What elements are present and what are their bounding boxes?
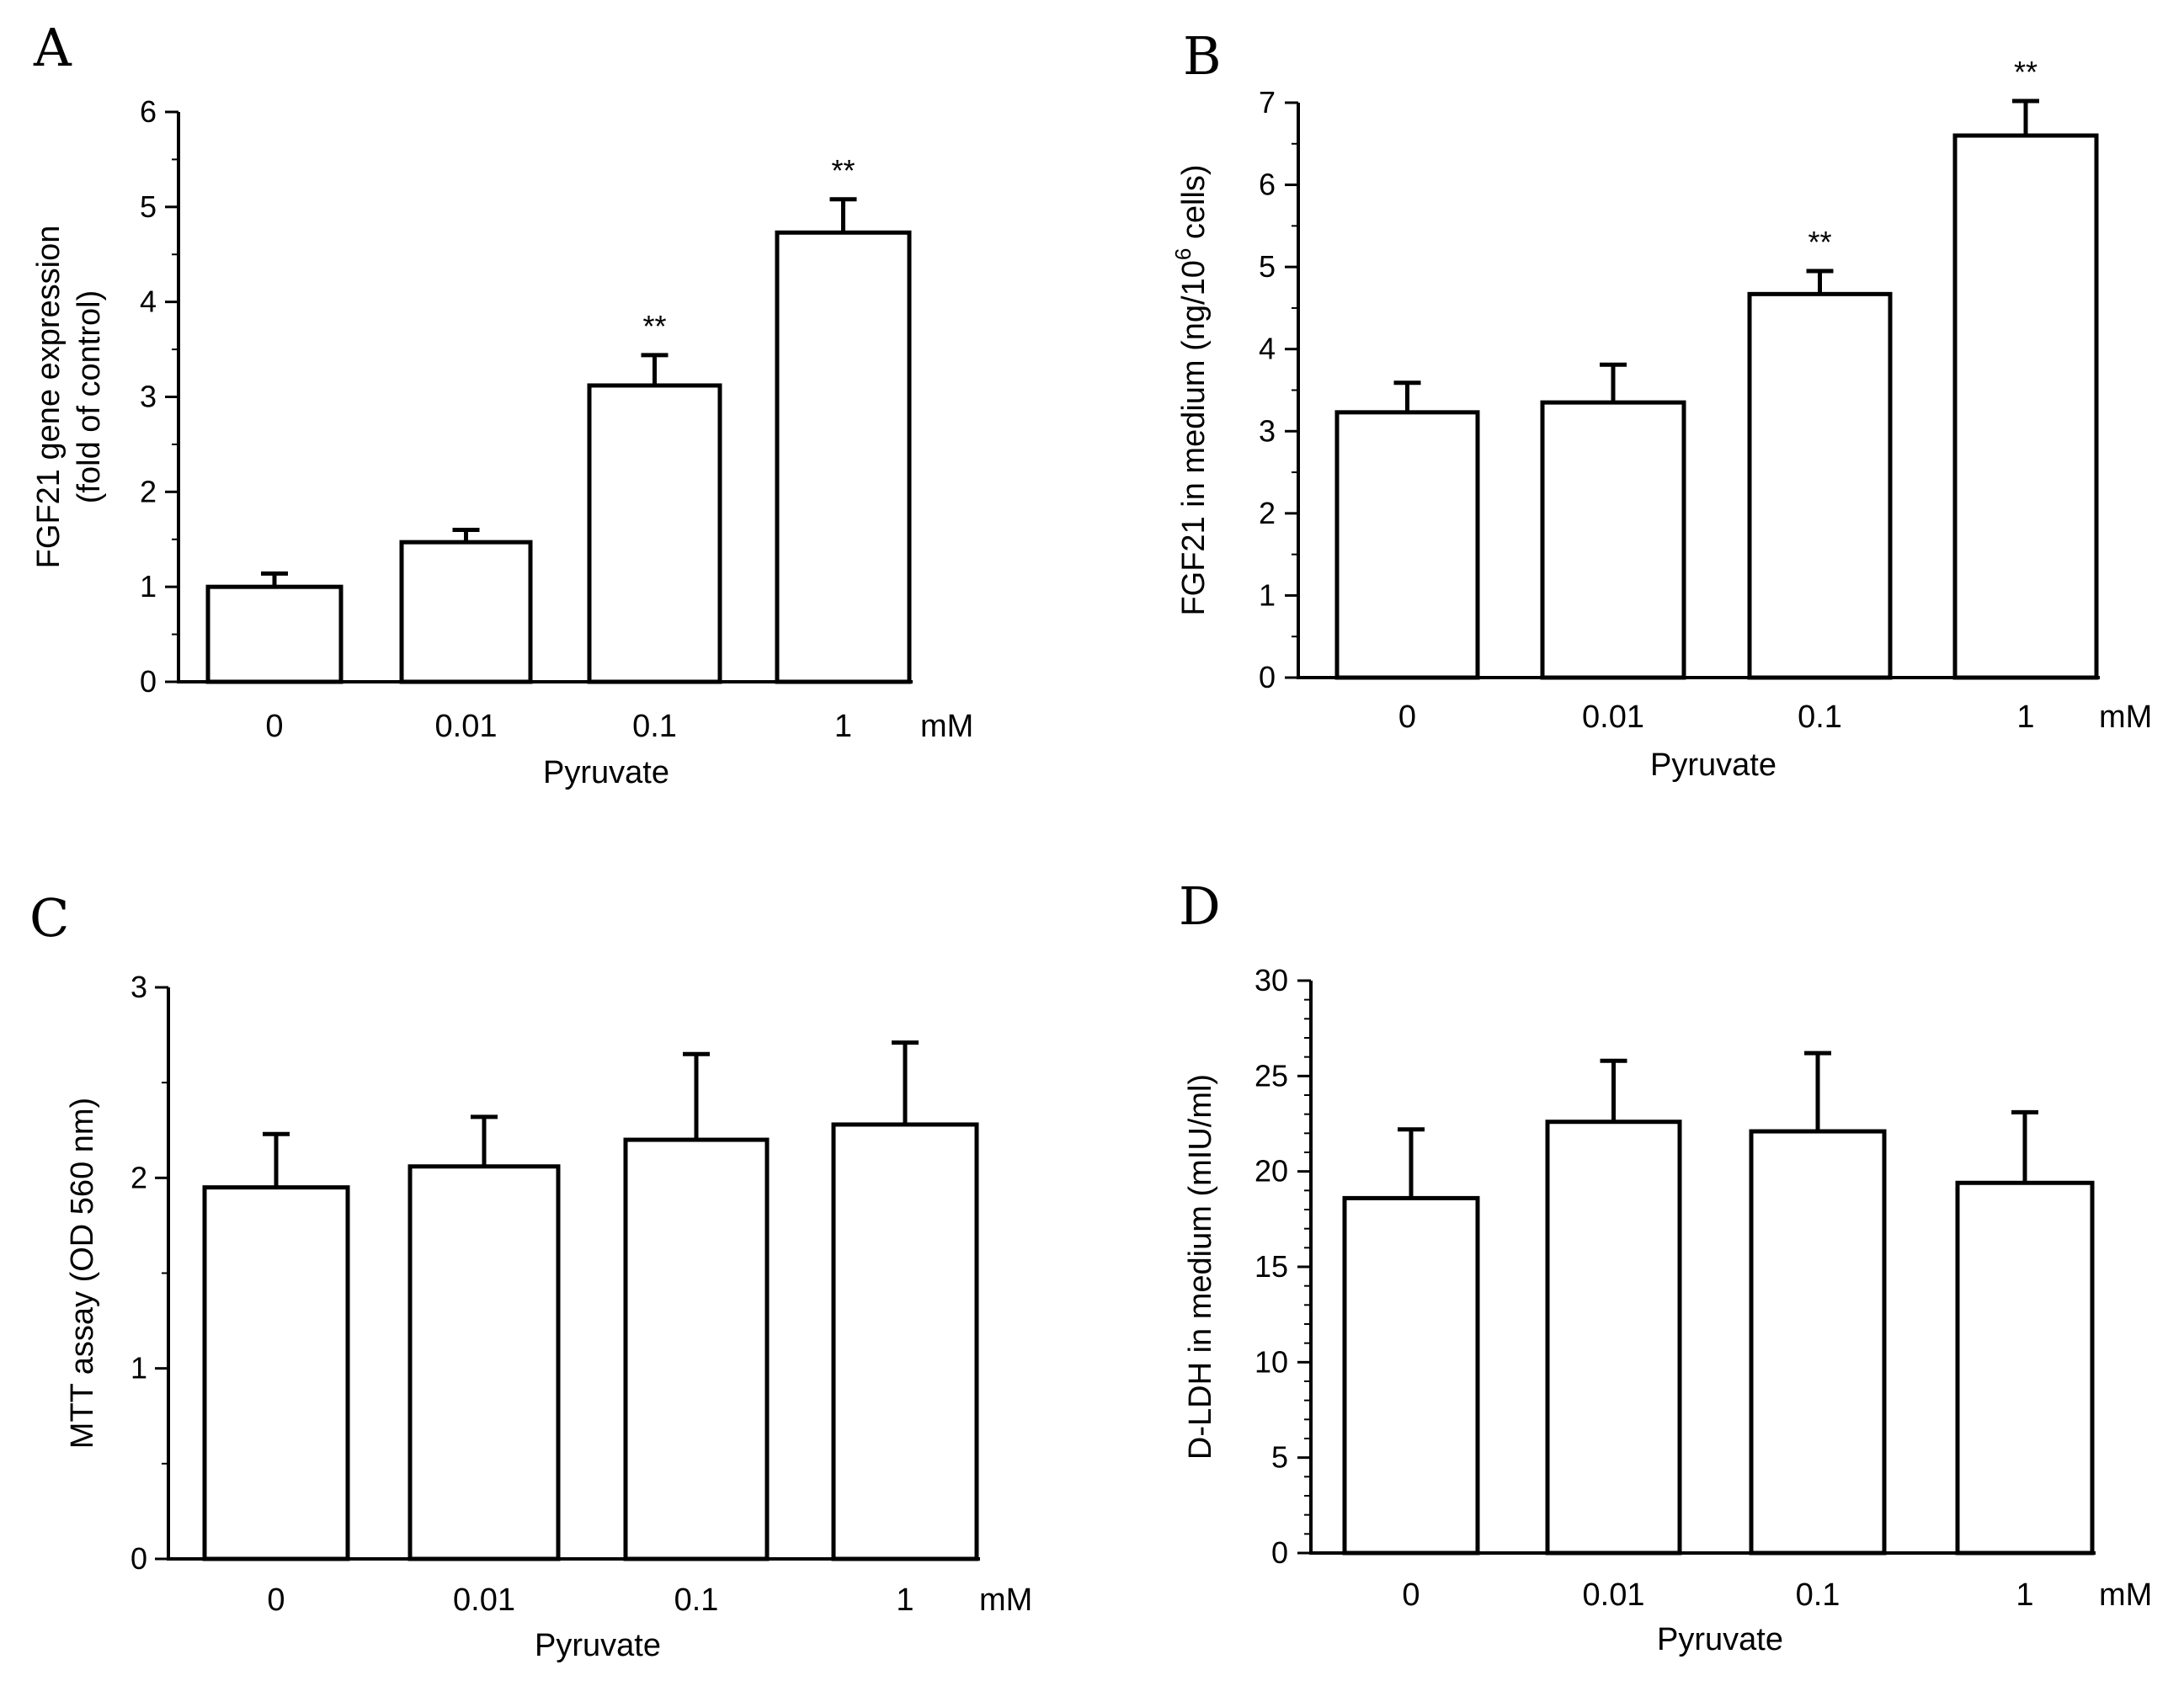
y-tick-label: 3 [131, 970, 147, 1004]
x-category-label: 0.01 [435, 709, 498, 744]
x-category-label: 0.01 [453, 1582, 515, 1618]
y-tick-label: 2 [140, 474, 157, 508]
x-category-label: 0 [1398, 699, 1416, 735]
y-tick-label: 4 [1259, 332, 1276, 366]
x-category-label: 0 [265, 709, 283, 744]
y-axis-title-line: FGF21 gene expression [31, 226, 67, 569]
y-tick-label: 0 [140, 664, 157, 699]
bar-0 [205, 584, 344, 684]
bar-0 [1334, 410, 1480, 680]
y-tick-label: 1 [1259, 577, 1276, 612]
y-axis-title-superscript: 6 [1170, 248, 1196, 260]
x-unit-label: mM [2099, 1577, 2152, 1613]
y-axis-title: MTT assay (OD 560 nm) [65, 1098, 100, 1449]
bar-1 [1952, 133, 2099, 680]
x-axis-title: Pyruvate [1657, 1622, 1783, 1657]
x-axis-title: Pyruvate [543, 755, 669, 790]
y-tick-label: 5 [1259, 249, 1276, 284]
y-tick-label: 5 [1271, 1440, 1288, 1475]
y-axis-title-line: D-LDH in medium (mIU/ml) [1183, 1074, 1218, 1460]
x-category-label: 1 [834, 709, 852, 744]
y-axis-title: FGF21 in medium (ng/106 cells) [1170, 164, 1212, 615]
y-tick-label: 3 [1259, 413, 1276, 448]
y-axis-title-line: (fold of control) [72, 290, 107, 503]
x-category-label: 0 [267, 1582, 285, 1618]
x-axis-title: Pyruvate [1650, 747, 1776, 783]
y-tick-label: 0 [1271, 1535, 1288, 1570]
panel-letter-C: C [29, 887, 69, 949]
panel-D: D 0 5 10 15 20 25 30 0 0.01 0.1 1 mM Pyruvate D-LDH in… [1179, 875, 2152, 1657]
y-tick-label: 20 [1254, 1154, 1288, 1189]
y-axis-title-line: MTT assay (OD 560 nm) [65, 1098, 100, 1449]
bar-1 [831, 1122, 979, 1561]
x-category-label: 0.01 [1583, 1577, 1645, 1613]
panel-B: B 0 1 2 3 4 5 6 7 0 0.01 ** 0.1 ** 1 mM Pyruvate FGF21 in… [1170, 25, 2152, 783]
bar-0.1 [623, 1137, 770, 1561]
y-tick-label: 1 [140, 569, 157, 604]
bar-0 [202, 1185, 350, 1561]
y-tick-label: 10 [1254, 1344, 1288, 1379]
bar-0 [1342, 1195, 1480, 1556]
y-tick-label: 30 [1254, 963, 1288, 997]
x-category-label: 0.1 [674, 1582, 719, 1618]
x-category-label: 1 [896, 1582, 914, 1618]
panel-C: C 0 1 2 3 0 0.01 0.1 1 mM Pyruvate MTT assay (OD 56… [29, 887, 1032, 1663]
y-axis-title: D-LDH in medium (mIU/ml) [1183, 1074, 1218, 1460]
x-category-label: 0.1 [632, 709, 677, 744]
y-axis-title-part: cells) [1176, 164, 1212, 247]
x-unit-label: mM [2099, 699, 2152, 735]
x-category-label: 0.01 [1582, 699, 1644, 735]
y-tick-label: 6 [1259, 168, 1276, 202]
panel-letter-D: D [1179, 875, 1221, 937]
bar-0.01 [408, 1164, 561, 1561]
significance-marker: ** [1808, 225, 1831, 259]
y-tick-label: 7 [1259, 85, 1276, 120]
bar-1 [1955, 1180, 2095, 1556]
y-tick-label: 1 [131, 1351, 147, 1385]
y-axis-title: FGF21 gene expression (fold of control) [31, 226, 107, 569]
y-tick-label: 4 [140, 285, 157, 319]
x-category-label: 0.1 [1796, 1577, 1840, 1613]
y-tick-label: 0 [1259, 660, 1276, 694]
bar-0.01 [399, 540, 533, 684]
x-category-label: 1 [2016, 1577, 2033, 1613]
y-tick-label: 2 [131, 1160, 147, 1194]
panel-letter-A: A [33, 17, 72, 78]
significance-marker: ** [642, 309, 666, 343]
x-category-label: 1 [2016, 699, 2034, 735]
y-axis-title-part: FGF21 in medium (ng/10 [1176, 260, 1212, 615]
panel-A: A 0 1 2 3 4 5 6 0 0.01 ** 0.1 ** 1 mM Pyruvate FGF21 gen… [31, 17, 973, 790]
significance-marker: ** [2014, 55, 2038, 89]
y-tick-label: 3 [140, 380, 157, 414]
y-tick-label: 5 [140, 189, 157, 224]
bar-1 [775, 230, 912, 684]
bar-0.1 [1749, 1129, 1887, 1556]
y-tick-label: 6 [140, 94, 157, 129]
x-unit-label: mM [920, 709, 973, 744]
bar-0.01 [1540, 400, 1686, 680]
x-category-label: 0.1 [1798, 699, 1842, 735]
y-tick-label: 0 [131, 1541, 147, 1576]
panel-letter-B: B [1183, 25, 1222, 87]
bar-0.01 [1545, 1120, 1682, 1556]
x-axis-title: Pyruvate [535, 1628, 661, 1663]
x-category-label: 0 [1402, 1577, 1420, 1613]
bar-0.1 [587, 383, 722, 684]
significance-marker: ** [831, 153, 855, 188]
y-tick-label: 15 [1254, 1249, 1288, 1284]
x-unit-label: mM [979, 1582, 1032, 1618]
y-tick-label: 25 [1254, 1058, 1288, 1093]
bar-0.1 [1747, 291, 1893, 680]
y-tick-label: 2 [1259, 496, 1276, 530]
